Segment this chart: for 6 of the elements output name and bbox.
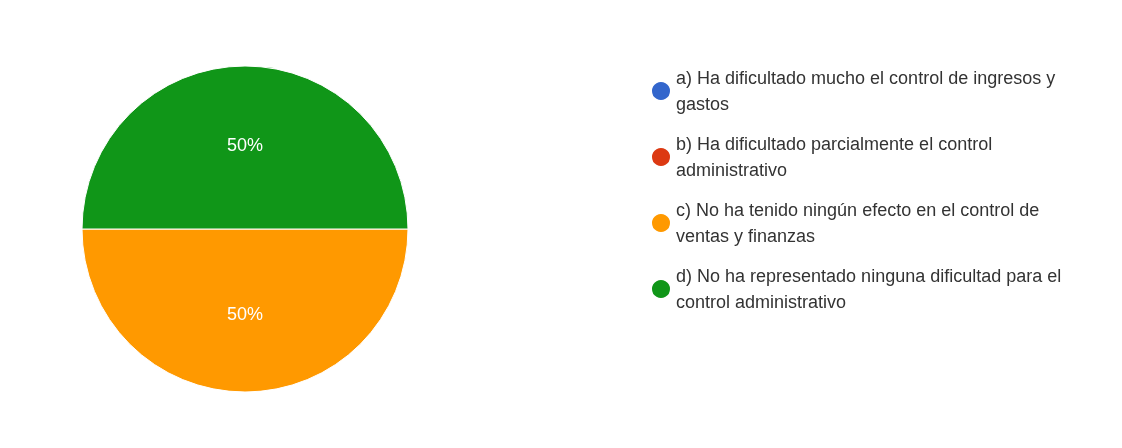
data-label: 50% — [226, 303, 264, 324]
legend-label: c) No ha tenido ningún efecto en el control de ventas y finanzas — [676, 200, 1045, 246]
legend-label: d) No ha representado ninguna dificultad para el control administrativo — [676, 266, 1067, 312]
legend-label: a) Ha dificultado mucho el control de ingresos y gastos — [676, 68, 1061, 114]
legend-label: b) Ha dificultado parcialmente el control administrativo — [676, 134, 998, 180]
data-label: 50% — [226, 134, 264, 155]
